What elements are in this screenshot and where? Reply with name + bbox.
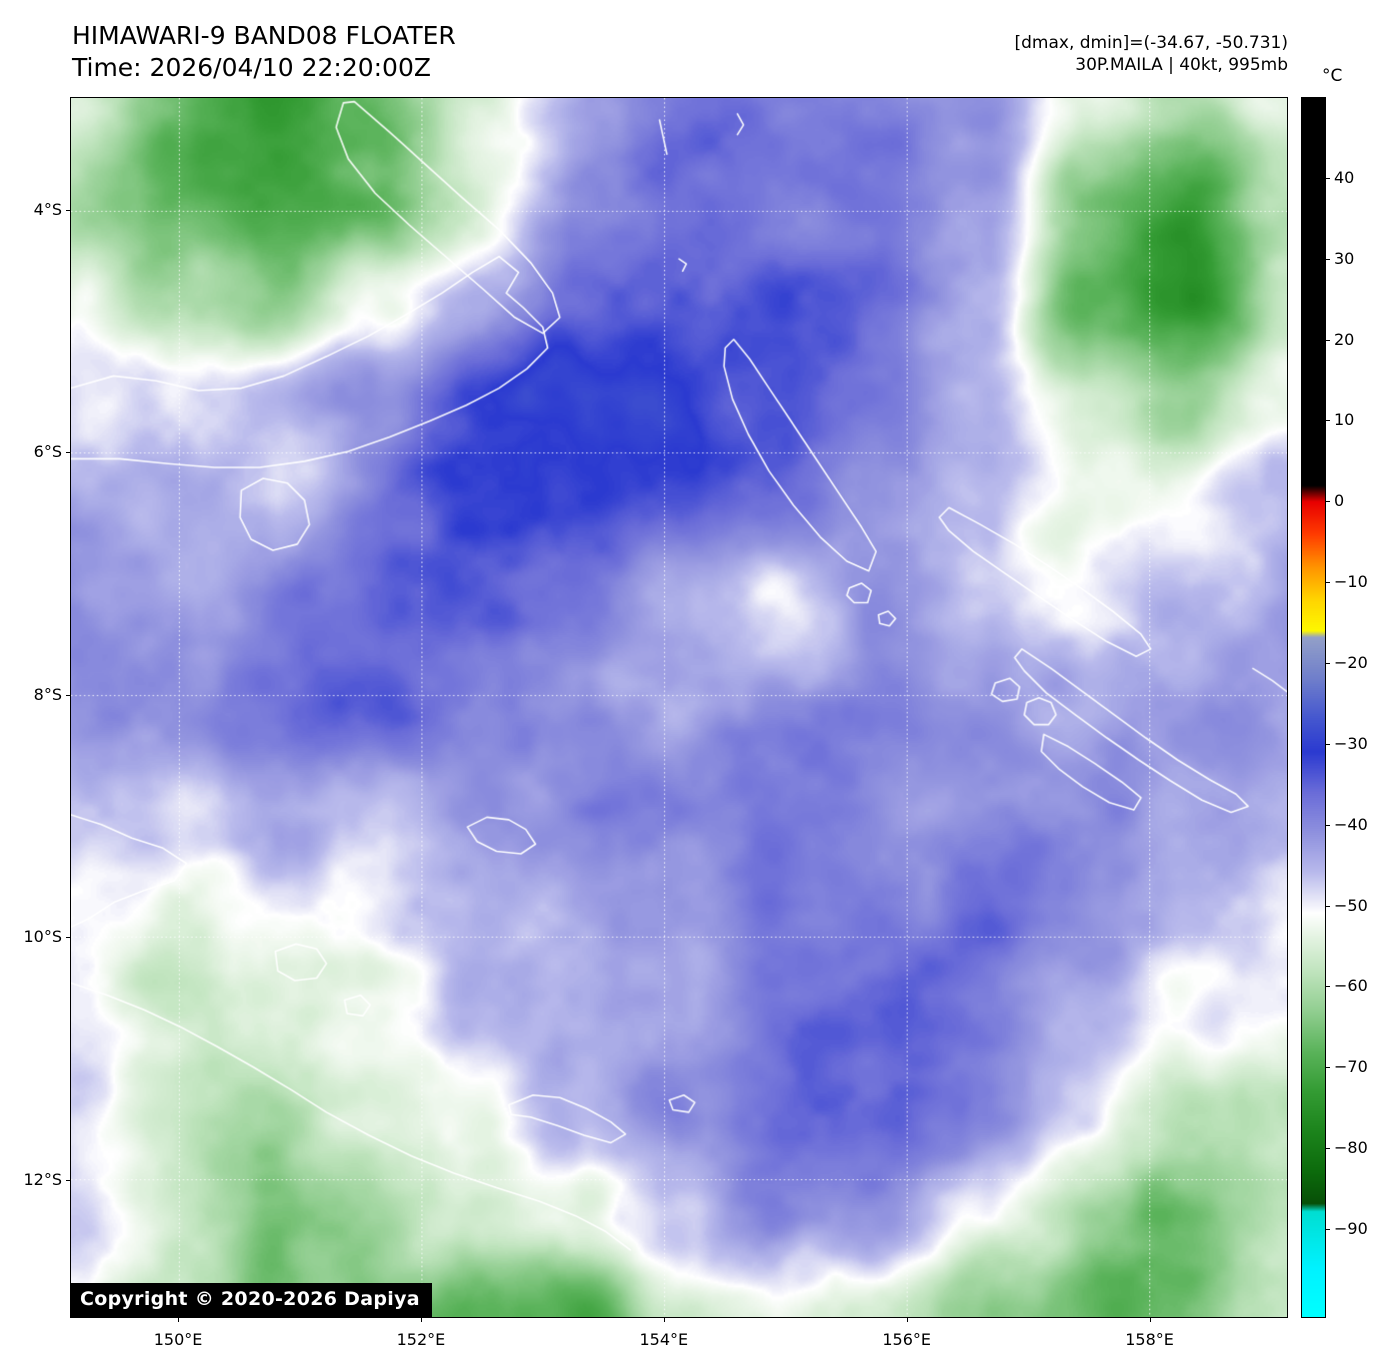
lat-tick-mark <box>66 937 70 938</box>
lat-tick-label: 10°S <box>23 927 62 947</box>
colorbar-canvas <box>1302 98 1325 1317</box>
colorbar-tick-mark <box>1326 1229 1330 1230</box>
lon-tick-label: 154°E <box>639 1330 689 1349</box>
colorbar-tick-mark <box>1326 825 1330 826</box>
lat-tick-mark <box>66 1180 70 1181</box>
colorbar-tick-label: −20 <box>1334 653 1368 673</box>
colorbar-tick-label: 30 <box>1334 248 1355 268</box>
colorbar-tick-mark <box>1326 178 1330 179</box>
figure-time: Time: 2026/04/10 22:20:00Z <box>72 53 431 82</box>
lat-tick-label: 4°S <box>33 199 62 219</box>
lon-tick-mark <box>421 1318 422 1322</box>
colorbar-tick-label: −50 <box>1334 895 1368 915</box>
lat-tick-mark <box>66 695 70 696</box>
lon-tick-label: 156°E <box>882 1330 932 1349</box>
lat-tick-label: 6°S <box>33 442 62 462</box>
lat-tick-mark <box>66 452 70 453</box>
colorbar-tick-mark <box>1326 744 1330 745</box>
lat-tick-mark <box>66 210 70 211</box>
colorbar-tick-label: −80 <box>1334 1138 1368 1158</box>
colorbar-tick-label: −30 <box>1334 733 1368 753</box>
lon-tick-label: 150°E <box>153 1330 203 1349</box>
figure-title: HIMAWARI-9 BAND08 FLOATER <box>72 21 456 50</box>
colorbar-tick-label: 10 <box>1334 410 1355 430</box>
info-block: [dmax, dmin]=(-34.67, -50.731) 30P.MAILA… <box>1015 32 1289 76</box>
satellite-map: Copyright © 2020-2026 Dapiya <box>70 97 1288 1318</box>
lat-tick-label: 8°S <box>33 684 62 704</box>
colorbar-tick-mark <box>1326 663 1330 664</box>
colorbar-tick-label: 40 <box>1334 167 1355 187</box>
colorbar-tick-label: 0 <box>1334 491 1345 511</box>
storm-info: 30P.MAILA | 40kt, 995mb <box>1075 55 1288 75</box>
colorbar-tick-label: −90 <box>1334 1219 1368 1239</box>
colorbar-tick-mark <box>1326 259 1330 260</box>
colorbar-unit-label: °C <box>1322 66 1343 86</box>
map-overlay-canvas <box>71 98 1287 1317</box>
colorbar-tick-label: −60 <box>1334 976 1368 996</box>
lon-tick-mark <box>664 1318 665 1322</box>
lon-tick-label: 152°E <box>396 1330 446 1349</box>
lat-tick-label: 12°S <box>23 1169 62 1189</box>
colorbar <box>1301 97 1326 1318</box>
colorbar-tick-mark <box>1326 906 1330 907</box>
colorbar-tick-label: −40 <box>1334 814 1368 834</box>
colorbar-tick-mark <box>1326 340 1330 341</box>
lon-tick-mark <box>907 1318 908 1322</box>
colorbar-tick-mark <box>1326 1067 1330 1068</box>
colorbar-tick-label: −70 <box>1334 1057 1368 1077</box>
copyright-badge: Copyright © 2020-2026 Dapiya <box>71 1283 432 1317</box>
lon-tick-label: 158°E <box>1125 1330 1174 1349</box>
colorbar-tick-mark <box>1326 420 1330 421</box>
colorbar-tick-mark <box>1326 582 1330 583</box>
title-block: HIMAWARI-9 BAND08 FLOATER Time: 2026/04/… <box>72 20 456 84</box>
lon-tick-mark <box>178 1318 179 1322</box>
colorbar-tick-mark <box>1326 501 1330 502</box>
colorbar-tick-label: −10 <box>1334 572 1368 592</box>
colorbar-tick-mark <box>1326 986 1330 987</box>
dmax-dmin-readout: [dmax, dmin]=(-34.67, -50.731) <box>1014 33 1289 53</box>
colorbar-tick-mark <box>1326 1148 1330 1149</box>
lon-tick-mark <box>1150 1318 1151 1322</box>
colorbar-tick-label: 20 <box>1334 329 1355 349</box>
